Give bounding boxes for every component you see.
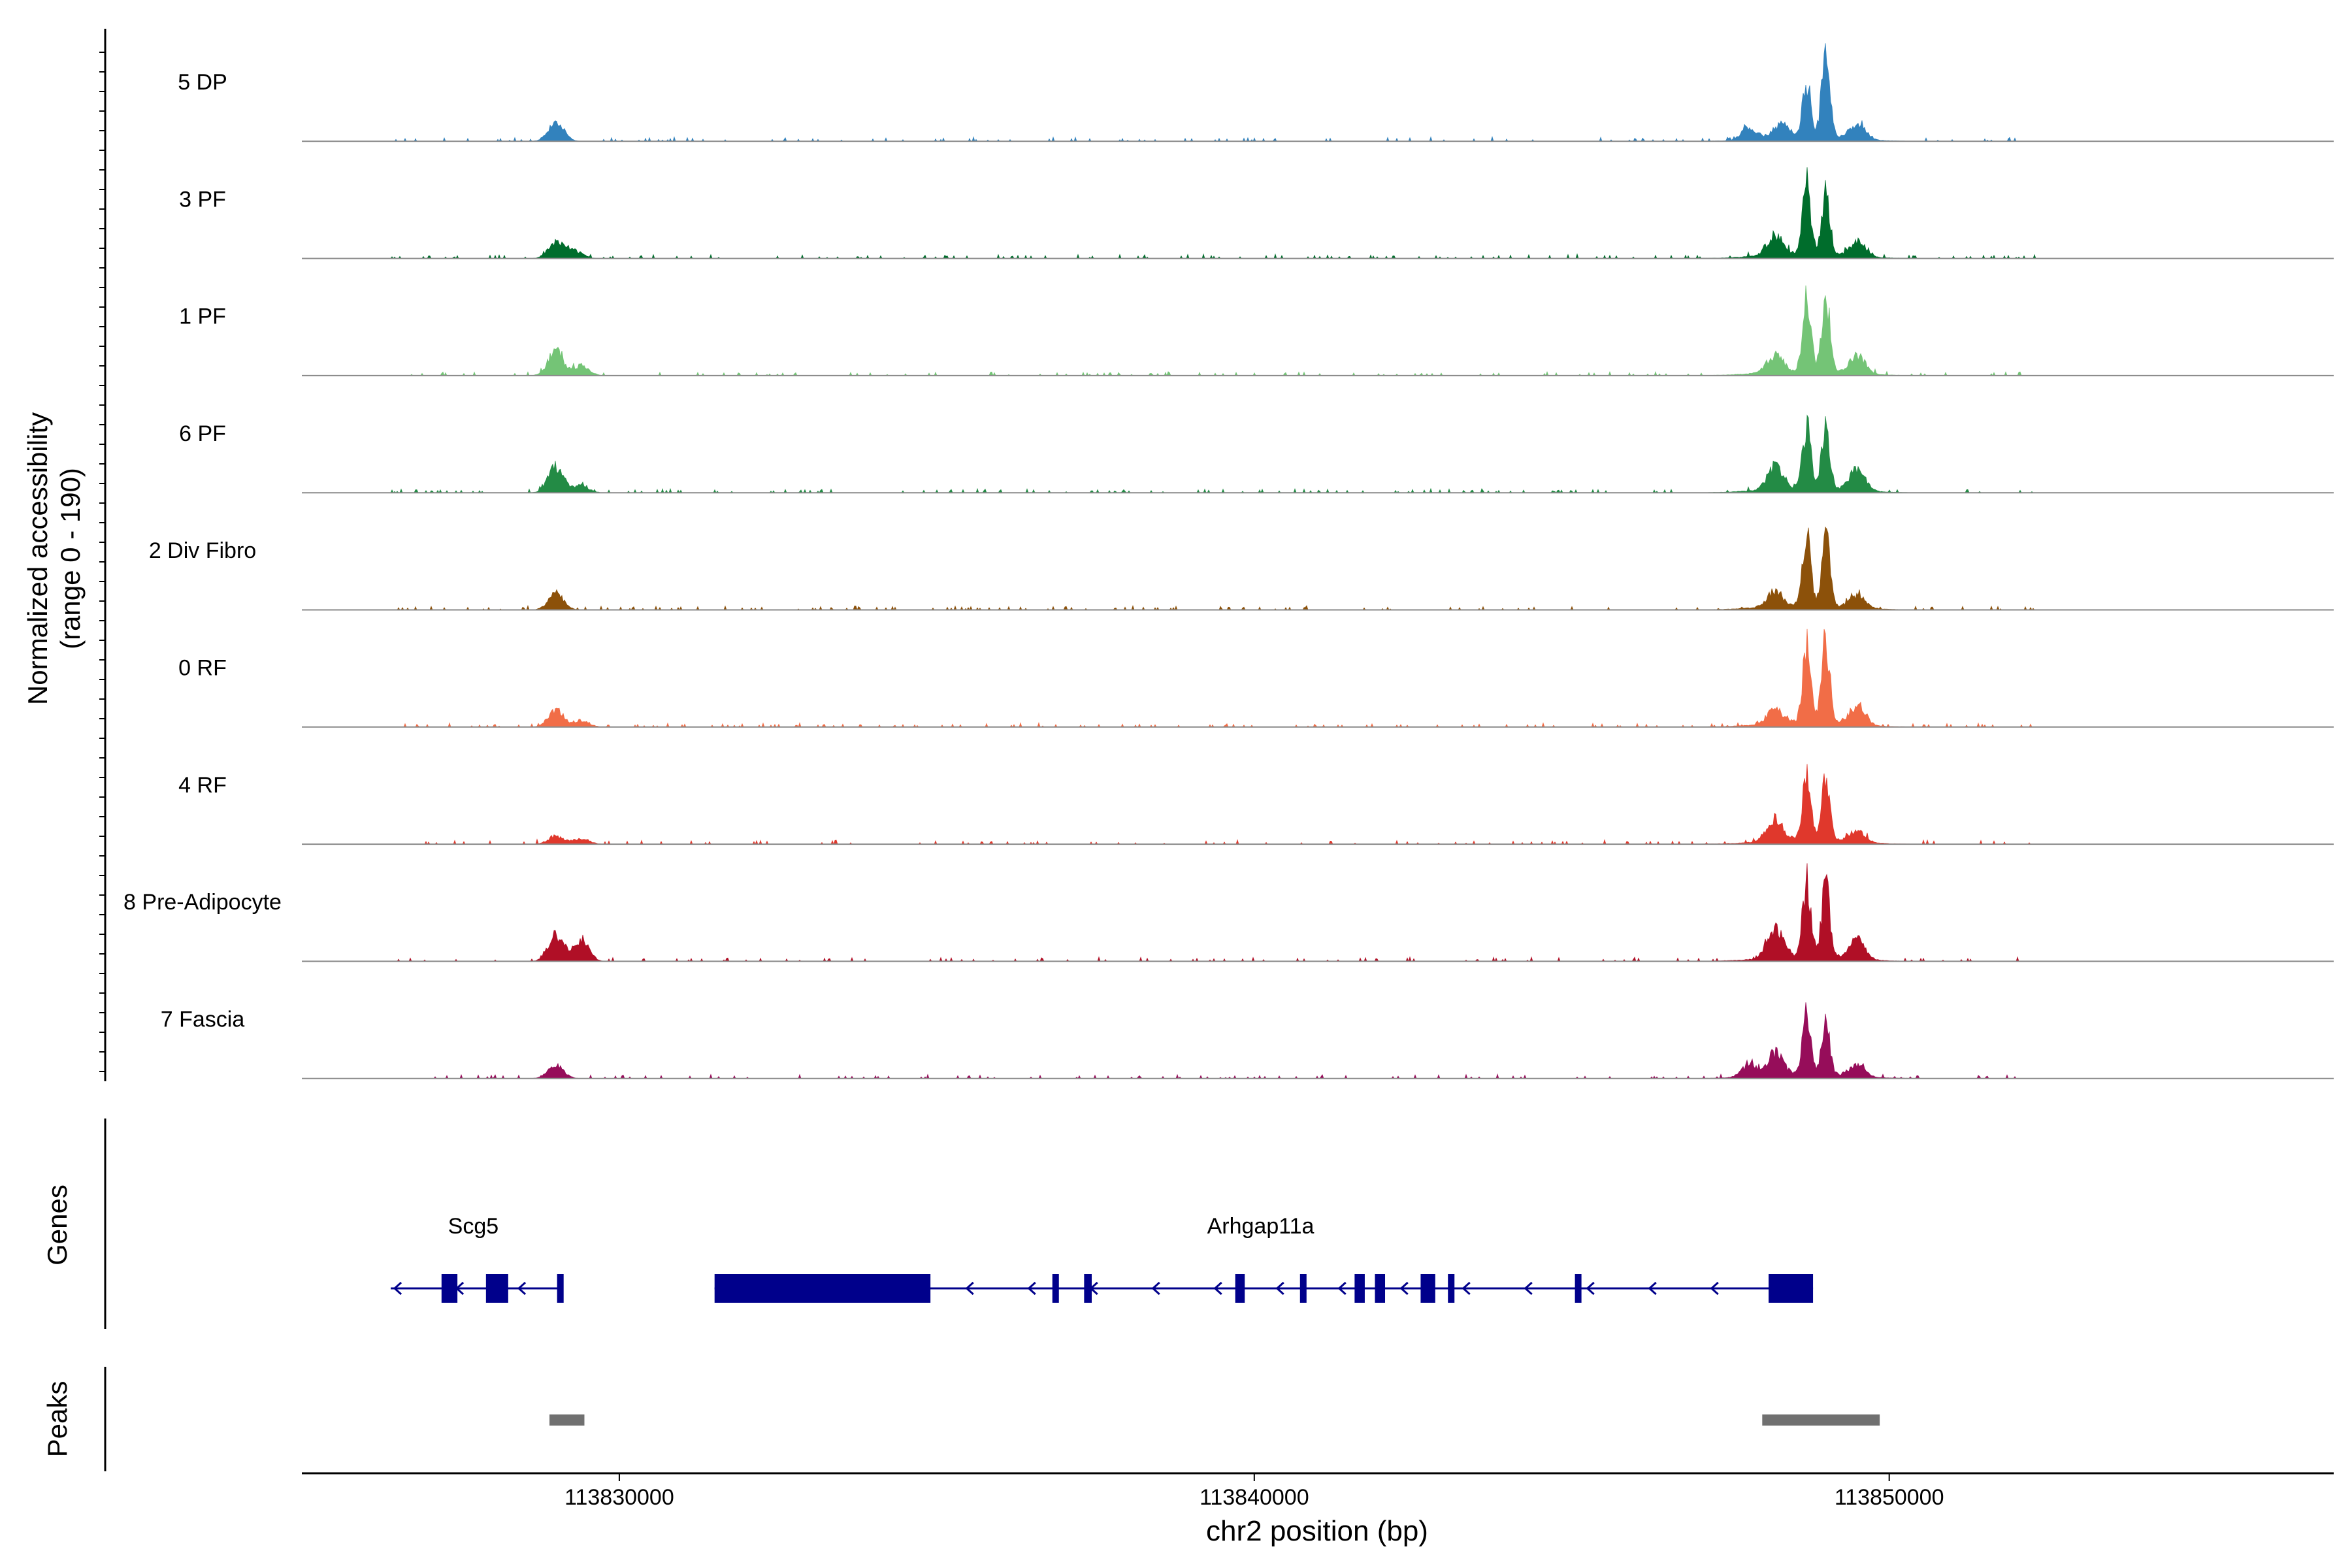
- strand-arrow: [1710, 1281, 1719, 1296]
- track-7: 8 Pre-Adipocyte: [123, 863, 2334, 962]
- track-label: 0 RF: [178, 656, 227, 681]
- track-5: 0 RF: [178, 629, 2334, 728]
- coverage-area: [302, 863, 2334, 962]
- coverage-area: [302, 414, 2334, 494]
- track-2: 1 PF: [179, 285, 2334, 377]
- track-8: 7 Fascia: [161, 1002, 2334, 1079]
- gene-label: Scg5: [448, 1214, 499, 1239]
- strand-arrow: [1213, 1281, 1222, 1296]
- track-1: 3 PF: [179, 167, 2334, 259]
- genes-y-label: Genes: [42, 1184, 73, 1266]
- peaks-y-label: Peaks: [42, 1381, 73, 1458]
- gene-exon: [557, 1274, 564, 1303]
- x-tick-label: 113840000: [1200, 1485, 1309, 1510]
- strand-arrow: [393, 1281, 402, 1296]
- coverage-area: [302, 285, 2334, 377]
- track-label: 5 DP: [178, 70, 227, 95]
- gene-exon: [1354, 1274, 1365, 1303]
- track-label: 4 RF: [178, 773, 227, 798]
- peak-region: [1762, 1414, 1880, 1426]
- gene-exon: [1448, 1274, 1455, 1303]
- gene-exon: [1769, 1274, 1814, 1303]
- strand-arrow: [965, 1281, 974, 1296]
- gene-exon: [485, 1274, 508, 1303]
- strand-arrow: [1524, 1281, 1533, 1296]
- gene-exon: [1052, 1274, 1059, 1303]
- strand-arrow: [1151, 1281, 1160, 1296]
- coverage-area: [302, 1002, 2334, 1079]
- x-tick-label: 113850000: [1835, 1485, 1944, 1510]
- strand-arrow: [1462, 1281, 1471, 1296]
- gene-exon: [1375, 1274, 1386, 1303]
- coverage-y-axis: [99, 29, 106, 1081]
- track-label: 3 PF: [179, 187, 226, 212]
- coverage-y-sublabel: (range 0 - 190): [55, 468, 86, 649]
- track-label: 8 Pre-Adipocyte: [123, 890, 282, 915]
- gene-exon: [1420, 1274, 1435, 1303]
- strand-arrow: [1586, 1281, 1595, 1296]
- track-label: 1 PF: [179, 304, 226, 329]
- coverage-y-label: Normalized accessibility: [22, 412, 53, 705]
- coverage-area: [302, 43, 2334, 142]
- strand-arrow: [517, 1281, 527, 1296]
- gene-exon: [1299, 1274, 1307, 1303]
- x-axis: 113830000 113840000 113850000: [302, 1472, 2334, 1510]
- strand-arrow: [1027, 1281, 1036, 1296]
- strand-arrow: [1648, 1281, 1657, 1296]
- gene-label: Arhgap11a: [1207, 1214, 1315, 1239]
- track-4: 2 Div Fibro: [149, 526, 2334, 611]
- gene-exon: [441, 1274, 458, 1303]
- coverage-area: [302, 526, 2334, 611]
- strand-arrow: [1399, 1281, 1409, 1296]
- x-axis-label: chr2 position (bp): [1206, 1515, 1428, 1547]
- x-tick-label: 113830000: [564, 1485, 674, 1510]
- coverage-area: [302, 764, 2334, 845]
- track-3: 6 PF: [179, 414, 2334, 494]
- peaks-track: [549, 1414, 1880, 1426]
- coverage-tracks: 5 DP 3 PF 1 PF 6 PF 2 Div Fibro 0 RF 4 RF 8 Pre…: [123, 43, 2334, 1079]
- strand-arrow: [1337, 1281, 1347, 1296]
- genes-track: Scg5 Arhgap11a: [391, 1214, 1814, 1303]
- strand-arrow: [1275, 1281, 1284, 1296]
- peak-region: [549, 1414, 585, 1426]
- track-6: 4 RF: [178, 764, 2334, 845]
- coverage-area: [302, 629, 2334, 728]
- gene-scg5: Scg5: [391, 1214, 564, 1303]
- gene-exon: [1575, 1274, 1582, 1303]
- coverage-area: [302, 167, 2334, 259]
- gene-exon: [1235, 1274, 1245, 1303]
- track-label: 6 PF: [179, 421, 226, 446]
- track-label: 7 Fascia: [161, 1007, 245, 1032]
- gene-exon: [714, 1274, 931, 1303]
- track-0: 5 DP: [178, 43, 2334, 142]
- gene-exon: [1084, 1274, 1092, 1303]
- track-label: 2 Div Fibro: [149, 538, 256, 563]
- gene-arhgap11a: Arhgap11a: [714, 1214, 1814, 1303]
